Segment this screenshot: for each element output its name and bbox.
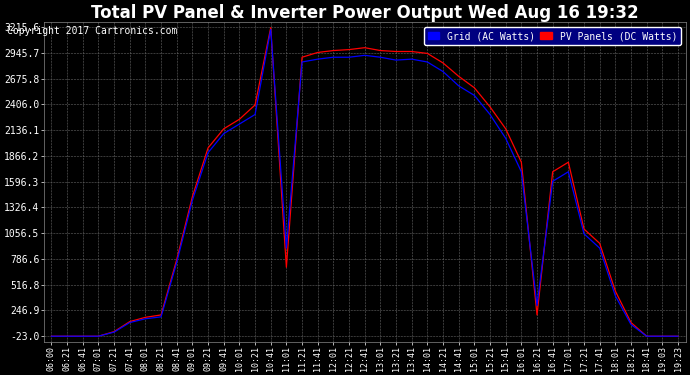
Text: Copyright 2017 Cartronics.com: Copyright 2017 Cartronics.com: [7, 26, 177, 36]
Title: Total PV Panel & Inverter Power Output Wed Aug 16 19:32: Total PV Panel & Inverter Power Output W…: [91, 4, 638, 22]
Legend: Grid (AC Watts), PV Panels (DC Watts): Grid (AC Watts), PV Panels (DC Watts): [424, 27, 681, 45]
